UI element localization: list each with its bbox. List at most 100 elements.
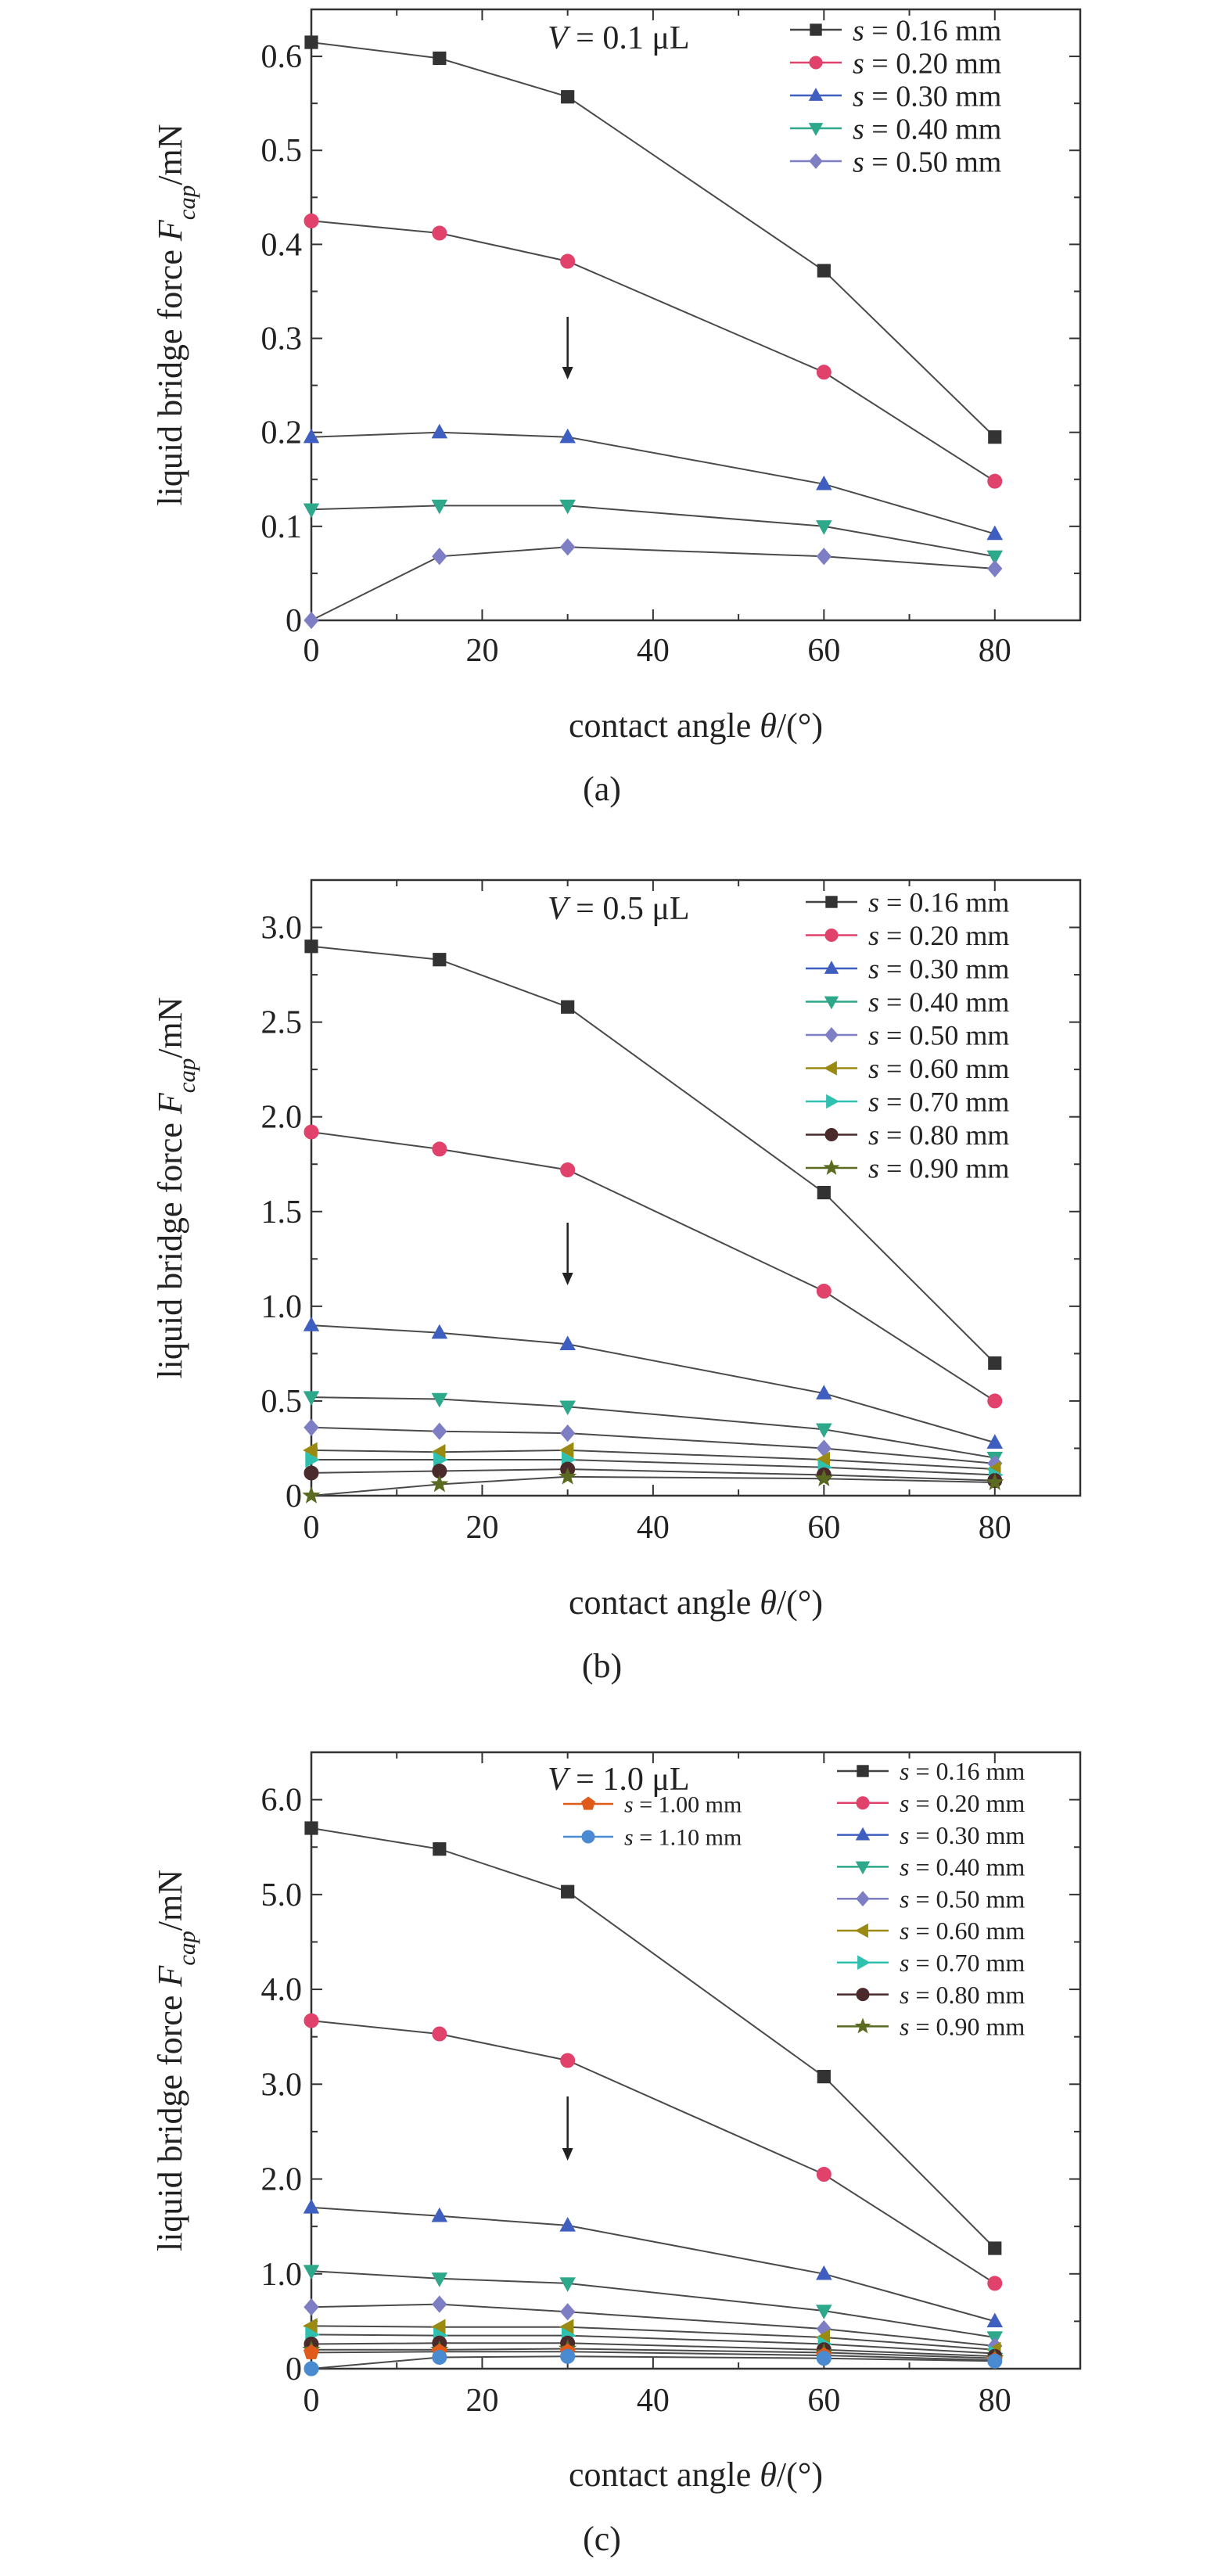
y-tick-label: 1.0 — [261, 2257, 303, 2293]
legend-label: s = 0.40 mm — [853, 113, 1001, 146]
series-2 — [304, 2013, 1003, 2291]
data-point — [304, 611, 319, 630]
data-point — [303, 503, 320, 519]
x-tick-label: 20 — [465, 1510, 498, 1546]
legend-label: s = 0.80 mm — [868, 1119, 1009, 1151]
y-axis-label: liquid bridge force Fcap/mN — [151, 1870, 200, 2251]
data-point — [986, 2312, 1004, 2328]
y-tick-label: 2.0 — [261, 1100, 303, 1136]
series-5 — [304, 1418, 1003, 1472]
data-point — [986, 550, 1004, 566]
series-2 — [304, 213, 1003, 489]
data-point — [817, 1185, 831, 1200]
legend-label: s = 1.10 mm — [624, 1825, 742, 1851]
data-point — [986, 525, 1004, 541]
data-point — [432, 2295, 447, 2313]
series-3 — [303, 2198, 1004, 2328]
data-point — [988, 2241, 1002, 2255]
y-axis-label: liquid bridge force Fcap/mN — [151, 124, 200, 505]
data-point — [987, 559, 1003, 578]
data-point — [433, 1451, 448, 1468]
data-point — [432, 548, 447, 566]
legend: s = 0.16 mms = 0.20 mms = 0.30 mms = 0.4… — [790, 14, 1001, 178]
legend-marker — [825, 896, 838, 908]
series-3 — [303, 423, 1004, 541]
series-1 — [304, 1821, 1002, 2255]
data-point — [303, 2265, 320, 2280]
legend-label: s = 0.30 mm — [868, 954, 1009, 985]
legend-label: s = 0.16 mm — [900, 1757, 1025, 1785]
y-tick-label: 0.4 — [261, 227, 303, 263]
y-tick-label: 0.6 — [261, 39, 303, 75]
x-tick-label: 80 — [979, 1510, 1011, 1546]
series-line — [311, 220, 996, 483]
series-line — [311, 1396, 995, 1459]
legend-marker — [856, 1891, 870, 1907]
legend-label: s = 0.40 mm — [868, 986, 1009, 1018]
legend-marker — [824, 961, 839, 974]
series-line — [311, 1459, 995, 1476]
panel-label: (c) — [583, 2520, 621, 2558]
x-tick-label: 40 — [637, 633, 670, 669]
series-1 — [304, 35, 1002, 444]
legend-marker — [808, 123, 824, 136]
data-point — [816, 475, 832, 490]
data-point — [987, 1393, 1003, 1409]
volume-annotation: V = 0.5 μL — [548, 891, 690, 927]
data-point — [816, 365, 832, 380]
series-4 — [303, 499, 1004, 566]
data-point — [561, 90, 575, 104]
data-point — [303, 1442, 318, 1459]
series-line — [311, 2303, 995, 2347]
legend-label: s = 1.00 mm — [624, 1792, 742, 1818]
legend-marker — [808, 88, 824, 101]
plot-frame — [310, 878, 1082, 1497]
x-tick-label: 0 — [304, 2383, 320, 2419]
legend-label: s = 0.90 mm — [868, 1153, 1009, 1184]
panel-label: (a) — [583, 770, 621, 808]
series-line — [311, 505, 995, 558]
data-point — [559, 428, 576, 444]
series-9 — [302, 1467, 1004, 1504]
legend-label: s = 0.50 mm — [868, 1020, 1009, 1051]
y-tick-label: 2.5 — [261, 1005, 303, 1041]
x-tick-label: 0 — [304, 1510, 320, 1546]
legend-marker — [856, 1796, 870, 1810]
legend-marker — [809, 56, 823, 70]
series-line — [311, 1426, 995, 1464]
series-line — [311, 2020, 996, 2284]
x-tick-label: 60 — [807, 1510, 840, 1546]
y-tick-label: 0.5 — [261, 133, 303, 169]
chart-panel-3: 0 20 40 60 80 0 1.0 2.0 3.0 4.0 5.0 6.0 contact angl… — [151, 1751, 1082, 2558]
series-line — [311, 1324, 996, 1444]
legend-label: s = 0.20 mm — [853, 47, 1001, 80]
data-point — [431, 1392, 448, 1408]
data-point — [559, 1467, 577, 1485]
data-point — [433, 51, 447, 66]
data-point — [816, 520, 832, 535]
y-tick-label: 0 — [286, 1478, 302, 1514]
series-4 — [303, 1391, 1004, 1467]
data-point — [303, 428, 320, 444]
data-point — [988, 1356, 1002, 1371]
data-point — [816, 1283, 832, 1299]
legend-label: s = 0.20 mm — [868, 920, 1009, 951]
data-point — [304, 35, 318, 49]
y-tick-label: 1.5 — [261, 1195, 303, 1231]
data-point — [817, 264, 831, 278]
data-point — [986, 1472, 1004, 1490]
data-point — [304, 1465, 319, 1481]
data-point — [816, 1385, 832, 1399]
data-point — [559, 1442, 574, 1459]
legend-marker — [824, 1061, 837, 1076]
arrow-head — [562, 367, 573, 379]
x-tick-label: 60 — [807, 2383, 840, 2419]
data-point — [816, 2265, 832, 2280]
x-tick-label: 40 — [637, 1510, 670, 1546]
y-tick-label: 6.0 — [261, 1783, 303, 1819]
legend-label: s = 0.70 mm — [868, 1087, 1009, 1118]
legend-marker — [810, 23, 822, 36]
panel-label: (b) — [582, 1647, 622, 1685]
